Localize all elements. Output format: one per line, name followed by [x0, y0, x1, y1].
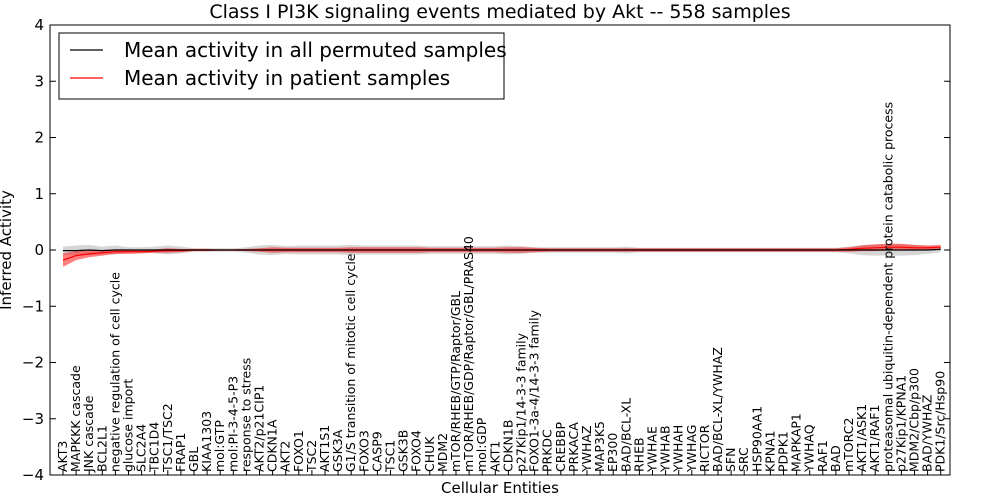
entity-label: TBC1D4	[147, 422, 162, 473]
entity-label: p27Kip1/14-3-3 family	[514, 332, 529, 472]
legend-label-permuted: Mean activity in all permuted samples	[124, 38, 507, 62]
entity-label: SLC2A4	[134, 424, 149, 472]
entity-label: PRKDC	[540, 429, 555, 472]
entity-label: MAPKAP1	[789, 413, 804, 472]
legend-box	[58, 32, 505, 100]
entity-label: HSP90AA1	[749, 406, 764, 472]
entity-label: YWHAE	[645, 426, 660, 473]
entity-label: GSK3B	[396, 430, 411, 472]
entity-label: negative regulation of cell cycle	[107, 272, 122, 472]
entity-label: proteasomal ubiquitin-dependent protein …	[880, 102, 895, 472]
entity-label: CREBBP	[553, 422, 568, 472]
entity-label: GSK3A	[330, 429, 345, 472]
entity-label: SFN	[723, 448, 738, 472]
entity-label: FOXO1	[291, 430, 306, 472]
entity-label: TSC1	[383, 440, 398, 473]
entity-label: mol:GDP	[474, 417, 489, 472]
y-tick-label: 4	[34, 16, 44, 34]
y-axis-ticks: −4 −3 −2 −1 0 1 2 3 4	[22, 16, 950, 484]
entity-label: FOXO4	[409, 430, 424, 472]
entity-label: TSC1/TSC2	[160, 403, 175, 473]
entity-label: p27Kip1/KPNA1	[893, 375, 908, 472]
entity-label: MAPKKK cascade	[68, 365, 83, 472]
y-tick-label: 0	[34, 241, 44, 259]
entity-label: mTORC2	[841, 418, 856, 472]
y-tick-label: 1	[34, 185, 44, 203]
y-tick-label: −1	[22, 297, 44, 315]
entity-label: FOXO1-3a-4/14-3-3 family	[527, 309, 542, 472]
entity-label: MAP3K5	[592, 421, 607, 472]
entity-label: AKT2	[278, 441, 293, 472]
entity-label: BAD/YWHAZ	[920, 395, 935, 472]
entity-label: MDM2	[435, 433, 450, 472]
entity-label: BAD	[828, 445, 843, 472]
entity-label: FRAP1	[173, 433, 188, 472]
chart-title: Class I PI3K signaling events mediated b…	[209, 1, 790, 23]
entity-label: PRKACA	[566, 422, 581, 472]
entity-label: RAF1	[815, 440, 830, 472]
entity-label: GBL	[186, 447, 201, 472]
entity-label: CDKN1B	[500, 420, 515, 472]
entity-label: G1/S transition of mitotic cell cycle	[343, 253, 358, 472]
entity-label: FOXO3	[356, 430, 371, 472]
entity-label: glucose import	[121, 379, 136, 472]
y-tick-label: 3	[34, 72, 44, 90]
entity-label: PDPK1	[776, 431, 791, 472]
entity-label: YWHAQ	[802, 424, 817, 473]
entity-label: AKT1/ASK1	[854, 404, 869, 472]
entity-label: BCL2L1	[94, 425, 109, 472]
entity-label: PDK1/Src/Hsp90	[933, 371, 948, 472]
entity-label: RICTOR	[697, 424, 712, 472]
permuted-line	[63, 248, 941, 252]
y-axis-label: Inferred Activity	[0, 190, 15, 310]
entity-label: AKT2/p21CIP1	[252, 385, 267, 472]
entity-label: BAD/BCL-XL/YWHAZ	[710, 347, 725, 472]
entity-label: response to stress	[238, 358, 253, 472]
entity-label: BAD/BCL-XL	[618, 398, 633, 472]
legend-label-patient: Mean activity in patient samples	[124, 66, 450, 90]
entity-label: AKT1S1	[317, 425, 332, 472]
legend: Mean activity in all permuted samples Me…	[58, 32, 507, 100]
entity-label: CDKN1A	[265, 419, 280, 472]
entity-label: YWHAZ	[579, 425, 594, 473]
y-tick-label: −2	[22, 354, 44, 372]
entity-label: SRC	[736, 447, 751, 472]
entity-label: AKT1	[487, 441, 502, 472]
entity-label: CASP9	[369, 431, 384, 472]
entity-label: mol:GTP	[212, 420, 227, 472]
entity-label: YWHAH	[671, 425, 686, 473]
entity-label: AKT1/RAF1	[867, 405, 882, 472]
entity-label: KIAA1303	[199, 411, 214, 472]
entity-label: AKT3	[55, 441, 70, 472]
entity-label: YWHAB	[658, 425, 673, 473]
entity-label: mTOR/RHEB/GDP/Raptor/GBL/PRAS40	[461, 236, 476, 472]
y-tick-label: 2	[34, 129, 44, 147]
entity-label: TSC2	[304, 440, 319, 473]
y-tick-label: −4	[22, 466, 44, 484]
entity-label: mol:PI-3-4-5-P3	[225, 376, 240, 472]
entity-label: JNK cascade	[81, 395, 96, 473]
entity-label: MDM2/Cbp/p300	[907, 368, 922, 472]
entity-label: mTOR/RHEB/GTP/Raptor/GBL	[448, 291, 463, 472]
y-tick-label: −3	[22, 410, 44, 428]
plot-area	[62, 243, 941, 267]
entity-label: YWHAG	[684, 425, 699, 473]
entity-label: KPNA1	[762, 430, 777, 472]
entity-label: EP300	[605, 433, 620, 472]
x-axis-label: Cellular Entities	[441, 479, 559, 497]
entity-label: CHUK	[422, 436, 437, 472]
entity-label: RHEB	[631, 437, 646, 472]
